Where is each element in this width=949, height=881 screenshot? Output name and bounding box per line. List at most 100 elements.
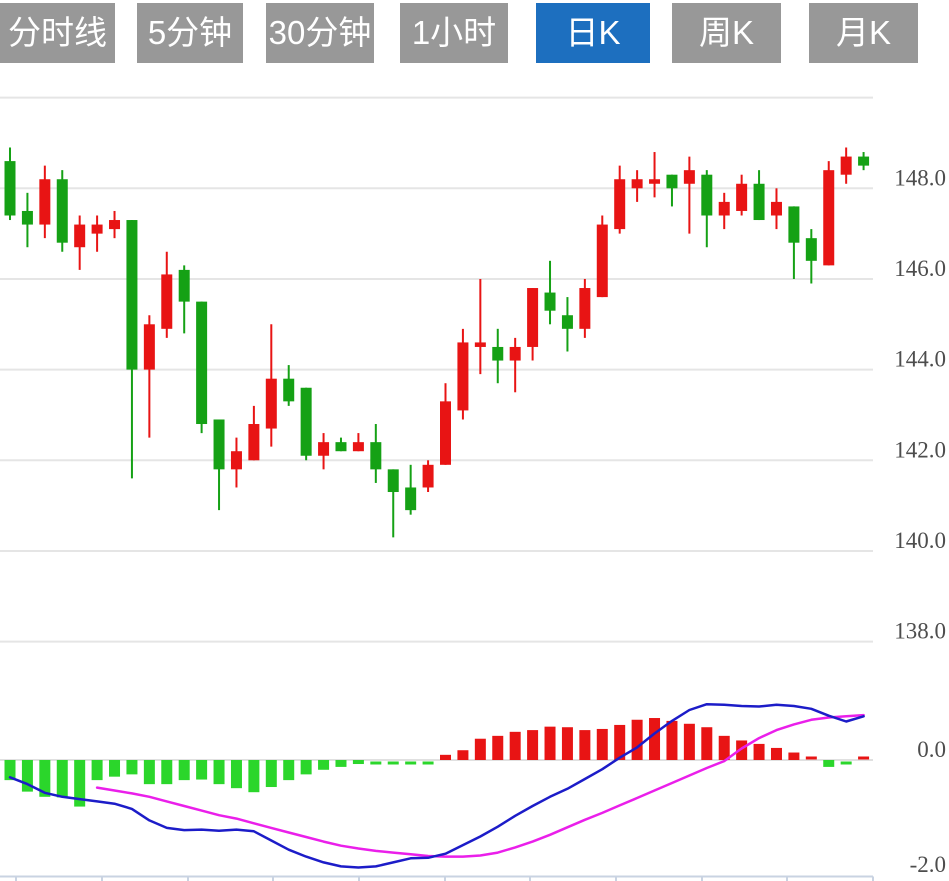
candle (196, 301, 208, 434)
candle-body (213, 419, 225, 470)
candle (649, 152, 661, 198)
candle (440, 383, 451, 465)
macd-axis-labels: 0.0 -2.0 (910, 737, 946, 877)
candle (352, 433, 364, 452)
candle-body (492, 346, 504, 361)
candle-body (91, 224, 103, 234)
macd-bar (718, 735, 730, 760)
macd-bar (614, 724, 626, 760)
candle-body (265, 378, 277, 429)
macd-bar (631, 719, 643, 760)
macd-bar (858, 756, 870, 760)
candle-body (561, 315, 573, 329)
candle (527, 288, 539, 361)
tab-5min[interactable]: 5分钟 (137, 3, 243, 63)
dea-line (95, 713, 865, 858)
macd-bar (544, 726, 556, 760)
candle-body (683, 170, 695, 184)
macd-bar (422, 761, 434, 765)
tab-monthly-k[interactable]: 月K (809, 3, 918, 63)
candle (230, 437, 242, 488)
y-axis-label: 140.0 (894, 528, 946, 553)
macd-bar (74, 760, 86, 807)
y-axis-label: 142.0 (894, 437, 946, 462)
macd-bar (527, 730, 539, 760)
candle-body (370, 442, 382, 470)
macd-bar (666, 720, 678, 760)
candle (405, 464, 417, 515)
macd-bar (213, 760, 225, 785)
interval-tabbar: 分时线 5分钟 30分钟 1小时 日K 周K 月K (0, 3, 949, 63)
candle (718, 192, 730, 230)
candle-body (736, 183, 748, 211)
candle (840, 147, 852, 184)
tab-1hour[interactable]: 1小时 (400, 3, 508, 63)
candle (579, 278, 591, 338)
candle-body (248, 424, 260, 461)
tab-daily-k[interactable]: 日K (536, 3, 650, 63)
candle (666, 174, 678, 207)
candle-body (109, 220, 121, 230)
candle-body (126, 220, 138, 370)
macd-bar (161, 760, 173, 785)
candlestick-series (4, 147, 870, 538)
candle-body (631, 179, 643, 189)
tab-weekly-k[interactable]: 周K (672, 3, 781, 63)
candle (56, 170, 68, 252)
candle (770, 188, 782, 230)
candle-body (457, 342, 469, 411)
candle-body (527, 288, 539, 347)
macd-bar (405, 761, 417, 765)
candle (335, 437, 347, 452)
candle-body (178, 269, 190, 302)
x-axis (0, 875, 874, 881)
candle-body (509, 346, 521, 361)
candle-body (161, 274, 173, 329)
candle (283, 365, 295, 406)
candle (753, 170, 765, 221)
candle (126, 220, 138, 479)
candle-body (544, 292, 556, 311)
macd-bar (283, 760, 295, 781)
candle-body (318, 442, 330, 456)
candle-body (823, 170, 835, 266)
candle-body (753, 183, 765, 221)
macd-bar (39, 760, 51, 797)
macd-bar (109, 760, 121, 777)
macd-bar (805, 756, 817, 760)
candle-body (300, 387, 312, 456)
macd-bar (230, 760, 242, 789)
candle (21, 192, 33, 248)
y-axis-label: 0.0 (917, 737, 946, 762)
candle (422, 460, 434, 493)
candle (544, 260, 556, 325)
candle-body (387, 469, 399, 493)
macd-bar (178, 760, 190, 781)
candle-body (352, 442, 364, 452)
candle-body (474, 342, 486, 347)
candle-body (614, 179, 626, 230)
candle-body (283, 378, 295, 402)
candle-body (649, 179, 661, 184)
y-axis-label: 138.0 (894, 619, 946, 644)
tab-time-line[interactable]: 分时线 (0, 3, 115, 63)
candle (474, 278, 486, 375)
tab-30min[interactable]: 30分钟 (266, 3, 374, 63)
macd-bar (21, 760, 33, 792)
macd-bar (596, 728, 608, 760)
macd-histogram (4, 718, 870, 807)
candle-body (701, 174, 713, 216)
macd-bar (300, 760, 312, 775)
macd-bar (770, 747, 782, 760)
macd-bar (143, 760, 155, 785)
macd-bar (701, 727, 713, 760)
macd-bar (823, 760, 835, 767)
candle (509, 337, 521, 393)
candle (614, 165, 626, 234)
macd-bar (352, 760, 364, 765)
macd-bar (318, 760, 330, 770)
candle (492, 328, 504, 384)
macd-bar (492, 735, 504, 760)
macd-bar (4, 760, 16, 781)
